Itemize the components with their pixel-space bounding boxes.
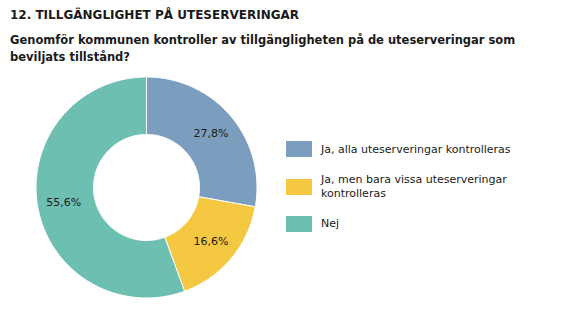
html-text:Ja, men bara vissa uteserverin: Ja, men bara vissa uteserveringar kontro… xyxy=(321,173,507,200)
html-text:12. TILLGÄNGLIGHET PÅ UTESERVE: 12. TILLGÄNGLIGHET PÅ UTESERVERINGAR xyxy=(10,8,300,22)
html-text:Nej: Nej xyxy=(321,217,340,231)
svg-text:27,8%: 27,8% xyxy=(193,127,228,140)
html-text:Ja, alla uteserveringar kontro: Ja, alla uteserveringar kontrolleras xyxy=(321,142,511,156)
html-text:Genomför kommunen kontroller a: Genomför kommunen kontroller av tillgäng… xyxy=(10,33,516,65)
svg-text:16,6%: 16,6% xyxy=(193,234,228,247)
svg-text:55,6%: 55,6% xyxy=(46,195,81,208)
